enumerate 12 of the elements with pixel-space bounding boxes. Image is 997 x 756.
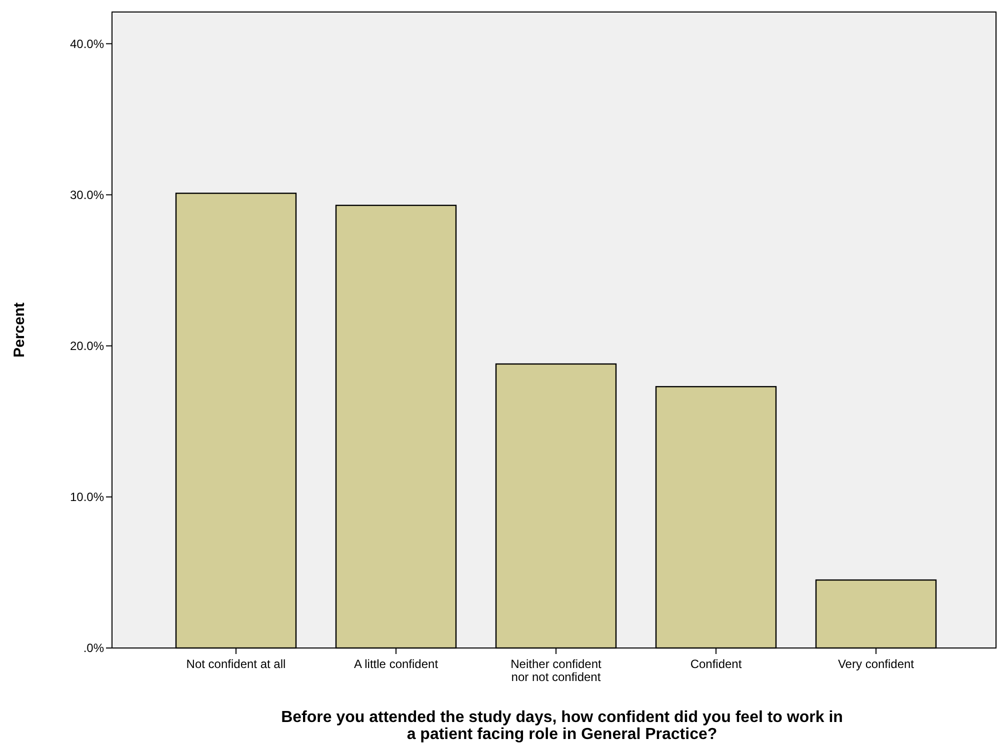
x-tick-label: A little confident <box>354 657 439 671</box>
y-axis-title: Percent <box>11 302 28 358</box>
x-tick-label: Neither confident nor not confident <box>510 657 602 684</box>
y-tick-label: 20.0% <box>70 339 104 354</box>
y-tick-label: .0% <box>83 641 104 656</box>
x-tick-label: Not confident at all <box>186 657 286 671</box>
x-tick-label: Confident <box>690 657 742 671</box>
x-axis-title: Before you attended the study days, how confident did you feel to work in a patient facing role in General Practice? <box>281 709 843 743</box>
x-tick-label: Very confident <box>838 657 915 671</box>
y-tick-label: 30.0% <box>70 188 104 202</box>
y-tick-label: 40.0% <box>70 36 104 51</box>
y-tick-label: 10.0% <box>70 490 104 504</box>
